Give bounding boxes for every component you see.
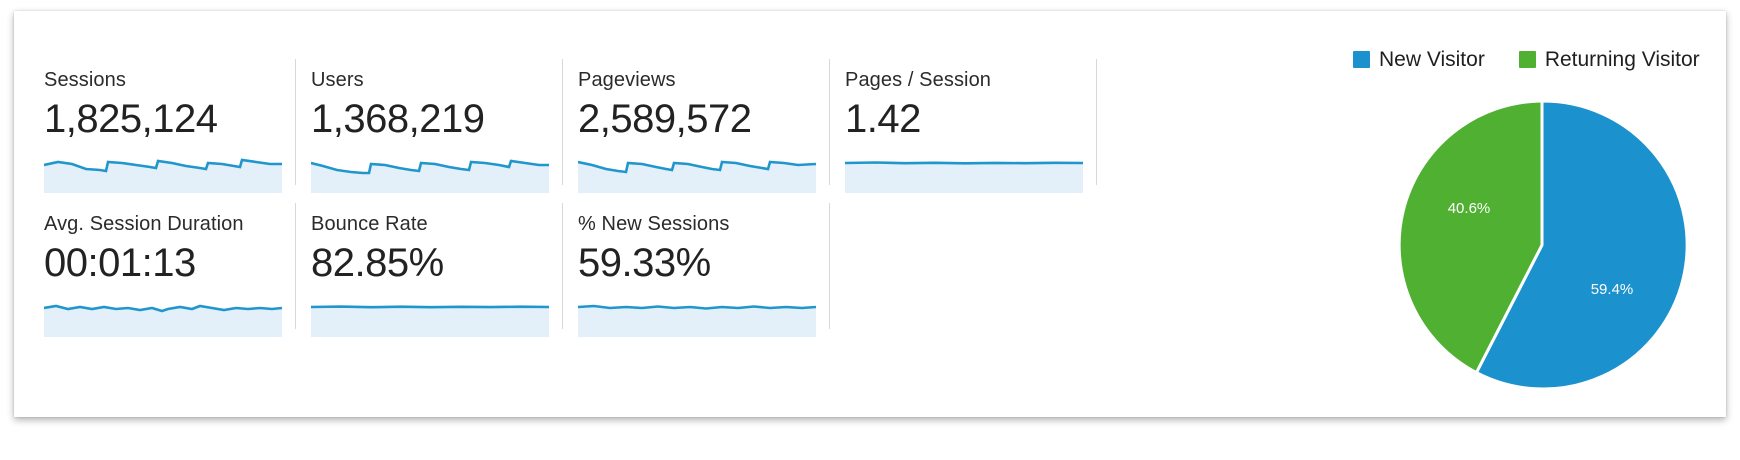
metric-row-1: Sessions 1,825,124 Users 1,368,219 (28, 55, 1118, 195)
metric-card-pageviews[interactable]: Pageviews 2,589,572 (562, 55, 829, 195)
metric-value: 2,589,572 (578, 97, 752, 141)
pie-slice-new-visitor (1474, 99, 1689, 391)
metric-value: 1,368,219 (311, 97, 485, 141)
sparkline-chart (578, 151, 816, 193)
metric-card-avg-session-duration[interactable]: Avg. Session Duration 00:01:13 (28, 199, 295, 339)
pie-slice-label-returning-visitor: 40.6% (1448, 200, 1491, 217)
metric-label: % New Sessions (578, 213, 730, 235)
legend-swatch-blue-icon (1353, 51, 1370, 68)
metric-grid: Sessions 1,825,124 Users 1,368,219 (28, 55, 1118, 355)
legend-item-returning-visitor[interactable]: Returning Visitor (1518, 48, 1700, 71)
legend-label: New Visitor (1379, 48, 1485, 71)
metric-label: Bounce Rate (311, 213, 428, 235)
metric-value: 1.42 (845, 97, 921, 141)
metric-card-pages-per-session[interactable]: Pages / Session 1.42 (829, 55, 1096, 195)
sparkline-chart (44, 295, 282, 337)
metric-value: 82.85% (311, 241, 444, 285)
metric-label: Sessions (44, 69, 126, 91)
metric-card-users[interactable]: Users 1,368,219 (295, 55, 562, 195)
metric-value: 59.33% (578, 241, 711, 285)
metric-card-percent-new-sessions[interactable]: % New Sessions 59.33% (562, 199, 829, 339)
pie-slice-label-new-visitor: 59.4% (1591, 281, 1634, 298)
metric-value: 00:01:13 (44, 241, 196, 285)
metric-card-sessions[interactable]: Sessions 1,825,124 (28, 55, 295, 195)
metric-row-2: Avg. Session Duration 00:01:13 Bounce Ra… (28, 199, 1118, 339)
visitor-type-pie-chart[interactable]: 59.4% 40.6% (1394, 97, 1690, 393)
pie-slice-returning-visitor (1397, 99, 1544, 375)
sparkline-chart (845, 151, 1083, 193)
sparkline-chart (44, 151, 282, 193)
metric-label: Pages / Session (845, 69, 992, 91)
pie-chart-legend: New Visitor Returning Visitor (1353, 49, 1700, 70)
metric-label: Avg. Session Duration (44, 213, 244, 235)
sparkline-chart (311, 151, 549, 193)
overview-panel: Sessions 1,825,124 Users 1,368,219 (14, 11, 1726, 417)
metric-card-bounce-rate[interactable]: Bounce Rate 82.85% (295, 199, 562, 339)
sparkline-chart (578, 295, 816, 337)
sparkline-chart (311, 295, 549, 337)
legend-swatch-green-icon (1518, 51, 1536, 68)
metric-row-end-divider (829, 203, 830, 329)
metric-label: Pageviews (578, 69, 676, 91)
metric-value: 1,825,124 (44, 97, 218, 141)
metric-row-end-divider (1096, 59, 1097, 185)
legend-label: Returning Visitor (1544, 48, 1700, 71)
legend-item-new-visitor[interactable]: New Visitor (1353, 49, 1485, 70)
metric-label: Users (311, 69, 364, 91)
